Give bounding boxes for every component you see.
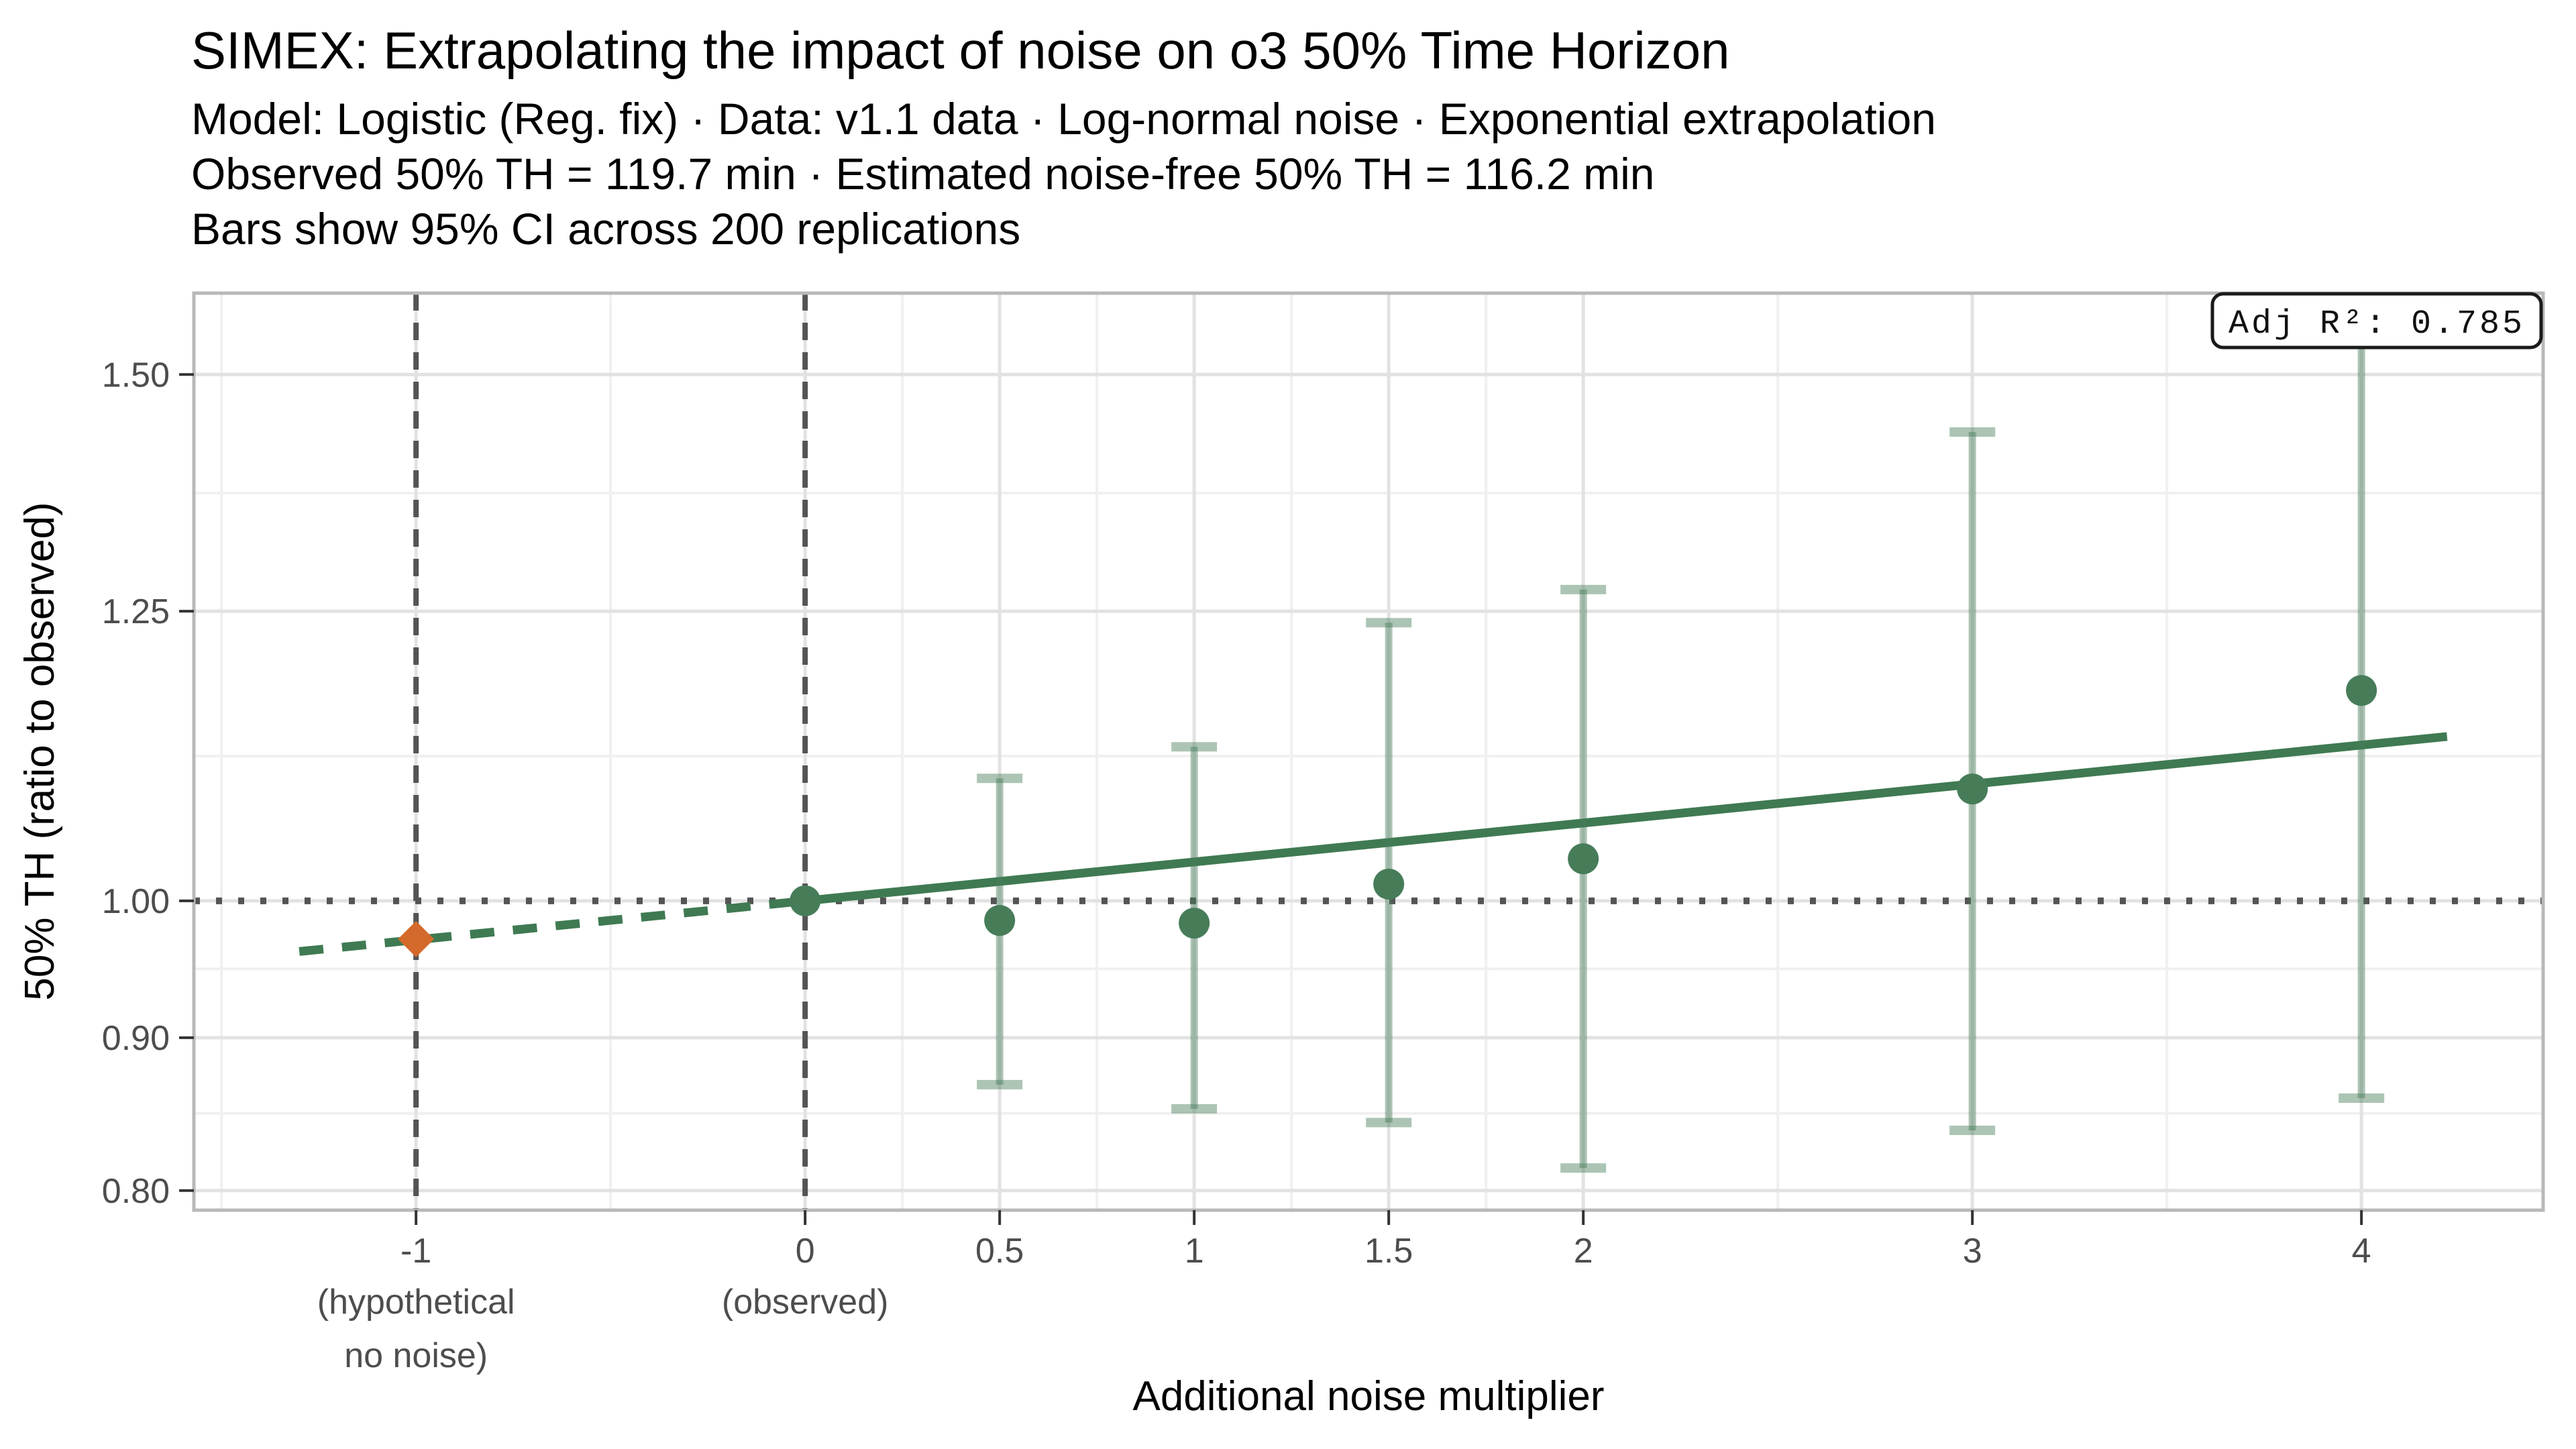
chart-title: SIMEX: Extrapolating the impact of noise… [191, 21, 1730, 80]
y-tick-label: 1.00 [102, 882, 170, 921]
y-tick-label: 1.25 [102, 592, 170, 631]
y-axis-title: 50% TH (ratio to observed) [17, 502, 63, 1000]
simex-point [2346, 675, 2377, 706]
x-tick-sublabel: (hypothetical [317, 1283, 515, 1322]
x-tick-label: 0 [796, 1232, 815, 1271]
chart-subtitle-line-3: Bars show 95% CI across 200 replications [191, 204, 1021, 254]
simex-point [984, 905, 1016, 936]
y-tick-label: 0.90 [102, 1019, 170, 1058]
simex-point [790, 885, 821, 916]
major-gridlines [194, 293, 2543, 1210]
reference-lines [194, 293, 2543, 1210]
y-tick-label: 0.80 [102, 1172, 170, 1211]
fit-line-dashed-extrapolation [299, 896, 806, 956]
fit-line [299, 732, 2448, 956]
fit-line-solid [804, 732, 2448, 906]
simex-point [1957, 773, 1988, 805]
x-tick-label: -1 [400, 1232, 431, 1271]
x-tick-label: 1.5 [1364, 1232, 1413, 1271]
x-tick-label: 2 [1574, 1232, 1593, 1271]
x-tick-label: 3 [1963, 1232, 1982, 1271]
chart-subtitle-line-2: Observed 50% TH = 119.7 min · Estimated … [191, 149, 1655, 199]
x-tick-label: 4 [2352, 1232, 2371, 1271]
minor-gridlines [194, 293, 2543, 1210]
x-tick-label: 1 [1185, 1232, 1204, 1271]
x-tick-label: 0.5 [975, 1232, 1024, 1271]
data-points [398, 675, 2377, 957]
simex-point [1179, 908, 1210, 939]
adj-r2-box-border [2210, 292, 2543, 350]
y-tick-label: 1.50 [102, 356, 170, 394]
adj-r2-annotation-box: Adj R²: 0.785 [2210, 292, 2543, 350]
panel-border [192, 291, 2545, 1212]
simex-point [1568, 843, 1599, 875]
x-tick-sublabel: no noise) [344, 1336, 488, 1375]
adj-r2-label: Adj R²: 0.785 [2229, 305, 2525, 343]
x-tick-sublabel: (observed) [722, 1283, 889, 1322]
chart-header: SIMEX: Extrapolating the impact of noise… [191, 20, 1936, 256]
x-axis-title: Additional noise multiplier [1132, 1373, 1604, 1419]
chart-subtitle-line-1: Model: Logistic (Reg. fix) · Data: v1.1 … [191, 94, 1936, 144]
extrapolated-diamond-point [398, 920, 435, 957]
panel-frame [192, 291, 2545, 1212]
simex-point [1373, 868, 1405, 900]
